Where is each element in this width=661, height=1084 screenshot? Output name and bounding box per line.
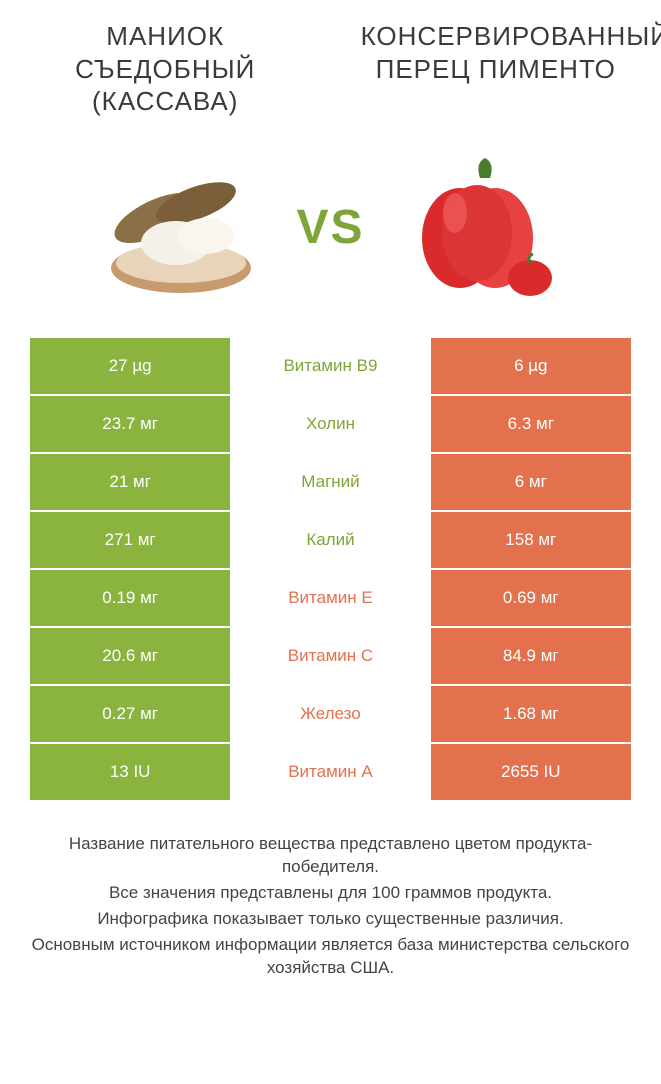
table-row: 13 IUВитамин A2655 IU [30, 744, 631, 800]
left-value: 21 мг [30, 454, 230, 510]
right-value: 2655 IU [431, 744, 631, 800]
cassava-image [86, 148, 276, 308]
nutrient-name: Витамин E [230, 570, 430, 626]
table-row: 27 µgВитамин B96 µg [30, 338, 631, 394]
pepper-image [385, 148, 575, 308]
left-value: 0.27 мг [30, 686, 230, 742]
footnote-line: Все значения представлены для 100 граммо… [25, 881, 636, 905]
nutrient-name: Холин [230, 396, 430, 452]
left-value: 27 µg [30, 338, 230, 394]
nutrient-name: Витамин C [230, 628, 430, 684]
left-value: 13 IU [30, 744, 230, 800]
nutrient-name: Железо [230, 686, 430, 742]
table-row: 0.19 мгВитамин E0.69 мг [30, 570, 631, 626]
left-food-title: МАНИОК СЪЕДОБНЫЙ (КАССАВА) [30, 20, 300, 118]
footnote-line: Название питательного вещества представл… [25, 832, 636, 880]
right-value: 1.68 мг [431, 686, 631, 742]
right-value: 6 мг [431, 454, 631, 510]
right-value: 6.3 мг [431, 396, 631, 452]
left-value: 23.7 мг [30, 396, 230, 452]
vs-label: VS [296, 200, 364, 255]
table-row: 23.7 мгХолин6.3 мг [30, 396, 631, 452]
footnote-line: Инфографика показывает только существенн… [25, 907, 636, 931]
footnote: Название питательного вещества представл… [0, 802, 661, 1003]
left-value: 271 мг [30, 512, 230, 568]
nutrient-name: Витамин A [230, 744, 430, 800]
right-value: 84.9 мг [431, 628, 631, 684]
right-food-title: КОНСЕРВИРОВАННЫЙ ПЕРЕЦ ПИМЕНТО [361, 20, 631, 118]
table-row: 20.6 мгВитамин C84.9 мг [30, 628, 631, 684]
table-row: 0.27 мгЖелезо1.68 мг [30, 686, 631, 742]
nutrient-name: Витамин B9 [230, 338, 430, 394]
nutrient-name: Магний [230, 454, 430, 510]
left-value: 20.6 мг [30, 628, 230, 684]
images-row: VS [0, 128, 661, 338]
right-value: 158 мг [431, 512, 631, 568]
header: МАНИОК СЪЕДОБНЫЙ (КАССАВА) КОНСЕРВИРОВАН… [0, 0, 661, 128]
nutrient-name: Калий [230, 512, 430, 568]
footnote-line: Основным источником информации является … [25, 933, 636, 981]
right-value: 0.69 мг [431, 570, 631, 626]
table-row: 271 мгКалий158 мг [30, 512, 631, 568]
table-row: 21 мгМагний6 мг [30, 454, 631, 510]
left-value: 0.19 мг [30, 570, 230, 626]
comparison-table: 27 µgВитамин B96 µg23.7 мгХолин6.3 мг21 … [0, 338, 661, 800]
right-value: 6 µg [431, 338, 631, 394]
